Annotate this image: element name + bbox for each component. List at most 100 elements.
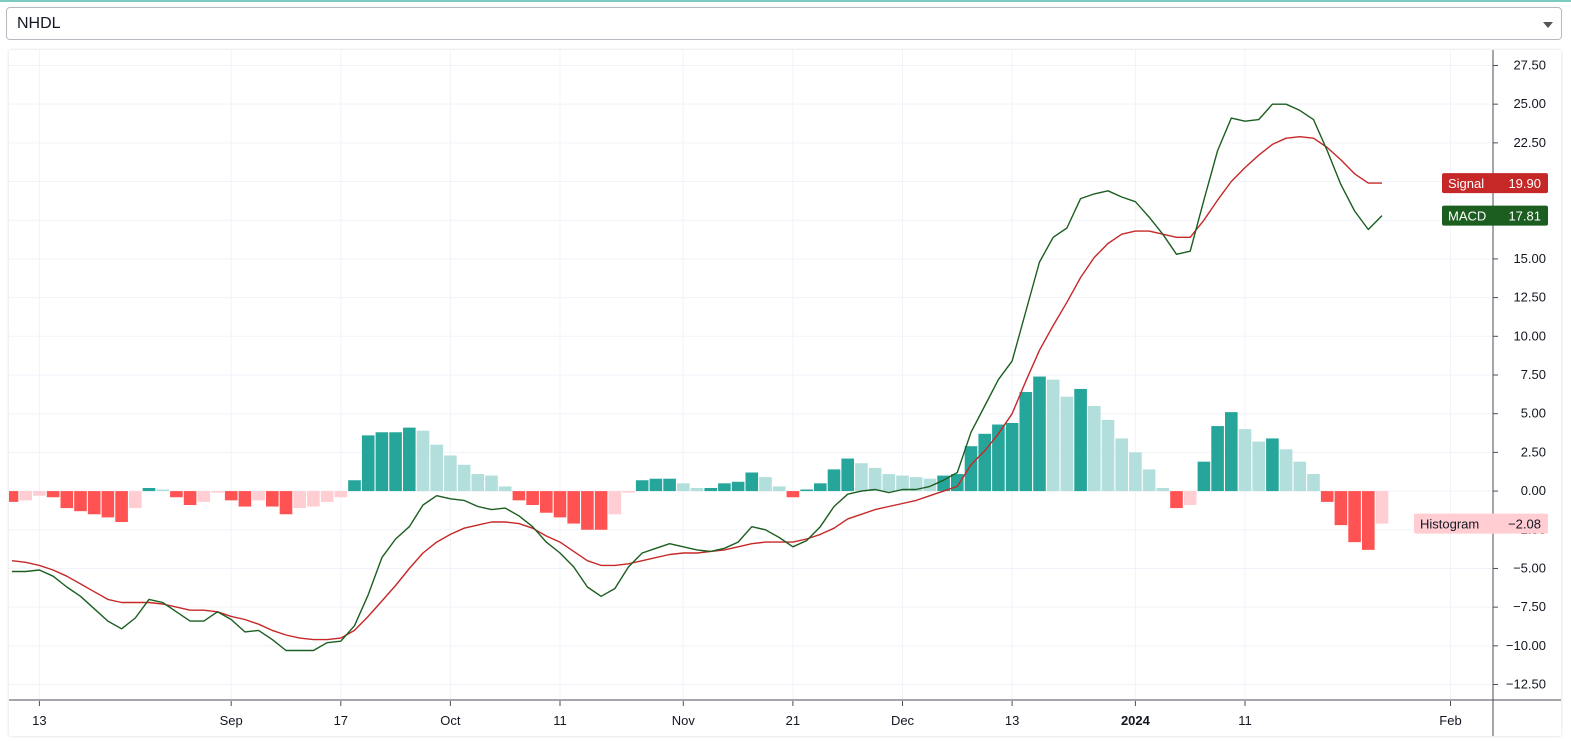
histogram-bar	[115, 491, 128, 523]
signal-label-name: Signal	[1448, 176, 1484, 191]
histogram-bar	[855, 463, 868, 492]
histogram-bar	[471, 474, 485, 492]
histogram-bar	[608, 491, 622, 515]
chart-svg: 27.5025.0022.5020.0017.5015.0012.5010.00…	[9, 50, 1561, 736]
histogram-bar	[485, 475, 498, 492]
x-tick-label: 2024	[1121, 713, 1151, 728]
histogram-bar	[745, 472, 759, 492]
histogram-bar	[197, 491, 211, 502]
histogram-bar	[1361, 491, 1375, 550]
histogram-bar	[1183, 491, 1197, 505]
histogram-bar	[307, 491, 320, 507]
histogram-bar	[526, 491, 539, 505]
histogram-bar	[1197, 461, 1211, 492]
histogram-bar	[663, 478, 676, 492]
histogram-bar	[74, 491, 87, 512]
x-tick-label: 13	[1005, 713, 1019, 728]
histogram-bar	[553, 491, 567, 518]
histogram-bar	[402, 427, 416, 492]
histogram-bar	[539, 491, 553, 513]
histogram-bar	[1252, 441, 1266, 492]
histogram-bar	[1348, 491, 1361, 543]
histogram-bar	[882, 474, 896, 492]
histogram-bar	[1074, 388, 1087, 492]
histogram-bar	[1115, 438, 1129, 492]
histogram-bar	[1170, 491, 1183, 509]
histogram-bar	[498, 486, 512, 492]
y-tick-label: 2.50	[1521, 444, 1546, 459]
x-tick-label: 21	[786, 713, 800, 728]
histogram-bar	[444, 455, 457, 492]
histogram-bar	[718, 483, 731, 492]
histogram-bar	[375, 432, 389, 492]
histogram-bar	[1293, 461, 1307, 492]
histogram-bar	[183, 491, 197, 505]
histogram-bar	[800, 489, 813, 492]
y-tick-label: −12.50	[1506, 677, 1546, 692]
macd-label-box	[1442, 205, 1548, 226]
histogram-bar	[676, 483, 690, 492]
signal-label-box	[1442, 173, 1548, 194]
histogram-label-name: Histogram	[1420, 517, 1479, 532]
macd-label-name: MACD	[1448, 209, 1486, 224]
signal-label-value: 19.90	[1508, 176, 1541, 191]
histogram-bar	[1046, 379, 1060, 492]
histogram-label-box	[1414, 513, 1548, 534]
histogram-bar	[567, 491, 581, 524]
histogram-bar	[33, 491, 46, 496]
y-tick-label: 0.00	[1521, 483, 1546, 498]
histogram-bar	[265, 491, 279, 507]
histogram-bar	[827, 469, 841, 492]
histogram-bar	[1060, 396, 1074, 492]
x-tick-label: 11	[553, 713, 567, 728]
y-tick-label: −7.50	[1513, 599, 1546, 614]
y-tick-label: 15.00	[1513, 251, 1546, 266]
y-tick-label: 27.50	[1513, 57, 1546, 72]
x-tick-label: 11	[1238, 713, 1252, 728]
histogram-bar	[1307, 474, 1320, 492]
histogram-bar	[937, 475, 950, 492]
histogram-bar	[1129, 452, 1142, 492]
histogram-bar	[1238, 429, 1252, 492]
histogram-bar	[841, 458, 855, 492]
histogram-bar	[416, 430, 430, 492]
macd-chart[interactable]: 27.5025.0022.5020.0017.5015.0012.5010.00…	[9, 50, 1561, 736]
histogram-bar	[430, 444, 444, 492]
macd-label-value: 17.81	[1508, 209, 1541, 224]
histogram-bar	[9, 491, 19, 502]
histogram-bar	[46, 491, 60, 498]
x-tick-label: 13	[32, 713, 46, 728]
histogram-bar	[1320, 491, 1334, 502]
histogram-bar	[1005, 422, 1019, 492]
histogram-bar	[224, 491, 238, 501]
histogram-bar	[1279, 449, 1293, 492]
symbol-select[interactable]: NHDL	[6, 7, 1562, 40]
histogram-bar	[1266, 438, 1279, 492]
histogram-bar	[1033, 376, 1046, 492]
y-tick-label: 7.50	[1521, 367, 1546, 382]
histogram-bar	[1156, 487, 1170, 492]
x-tick-label: Sep	[220, 713, 243, 728]
histogram-bar	[1375, 491, 1389, 524]
histogram-bar	[813, 483, 827, 492]
histogram-bar	[389, 432, 402, 492]
histogram-bar	[348, 480, 361, 492]
y-tick-label: 25.00	[1513, 96, 1546, 111]
symbol-select-value: NHDL	[17, 15, 61, 32]
histogram-bar	[786, 491, 800, 498]
y-tick-label: 12.50	[1513, 290, 1546, 305]
histogram-bar	[1211, 426, 1224, 492]
histogram-label-value: −2.08	[1508, 517, 1541, 532]
histogram-bar	[731, 481, 745, 492]
histogram-bar	[238, 491, 252, 507]
histogram-bar	[512, 491, 526, 501]
chevron-down-icon[interactable]	[1543, 22, 1553, 28]
x-tick-label: 17	[334, 713, 348, 728]
histogram-bar	[156, 489, 170, 492]
histogram-bar	[361, 435, 375, 492]
y-tick-label: 10.00	[1513, 328, 1546, 343]
histogram-bar	[704, 487, 718, 492]
histogram-bar	[772, 486, 786, 492]
histogram-bar	[992, 424, 1005, 492]
histogram-bar	[759, 477, 772, 492]
